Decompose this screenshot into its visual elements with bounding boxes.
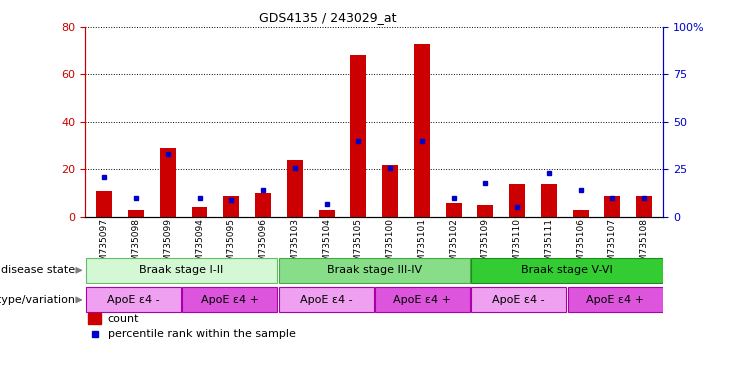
Bar <box>382 165 398 217</box>
Bar <box>319 210 334 217</box>
Bar <box>128 210 144 217</box>
Bar <box>255 193 271 217</box>
Bar <box>375 288 470 312</box>
Bar <box>445 203 462 217</box>
Text: ApoE ε4 +: ApoE ε4 + <box>201 295 259 305</box>
Bar <box>88 313 102 324</box>
Bar <box>279 288 373 312</box>
Bar <box>541 184 556 217</box>
Bar <box>509 184 525 217</box>
Text: Braak stage III-IV: Braak stage III-IV <box>327 265 422 275</box>
Bar <box>279 258 470 283</box>
Text: ApoE ε4 +: ApoE ε4 + <box>586 295 644 305</box>
Bar <box>86 258 277 283</box>
Bar <box>350 55 366 217</box>
Bar <box>287 160 303 217</box>
Bar <box>223 195 239 217</box>
Bar <box>192 207 207 217</box>
Text: genotype/variation: genotype/variation <box>0 295 76 305</box>
Text: percentile rank within the sample: percentile rank within the sample <box>107 329 296 339</box>
Bar <box>414 43 430 217</box>
Bar <box>86 288 181 312</box>
Bar <box>182 288 277 312</box>
Bar <box>471 288 566 312</box>
Bar <box>605 195 620 217</box>
Text: Braak stage V-VI: Braak stage V-VI <box>521 265 613 275</box>
Text: ApoE ε4 -: ApoE ε4 - <box>492 295 545 305</box>
Bar <box>477 205 494 217</box>
Text: ApoE ε4 +: ApoE ε4 + <box>393 295 451 305</box>
Bar <box>568 288 662 312</box>
Bar <box>573 210 588 217</box>
Text: count: count <box>107 314 139 324</box>
Text: Braak stage I-II: Braak stage I-II <box>139 265 224 275</box>
Text: ApoE ε4 -: ApoE ε4 - <box>299 295 353 305</box>
Bar <box>96 191 112 217</box>
Bar <box>471 258 662 283</box>
Bar <box>160 148 176 217</box>
Text: ApoE ε4 -: ApoE ε4 - <box>107 295 160 305</box>
Title: GDS4135 / 243029_at: GDS4135 / 243029_at <box>259 11 396 24</box>
Text: disease state: disease state <box>1 265 76 275</box>
Bar <box>637 195 652 217</box>
